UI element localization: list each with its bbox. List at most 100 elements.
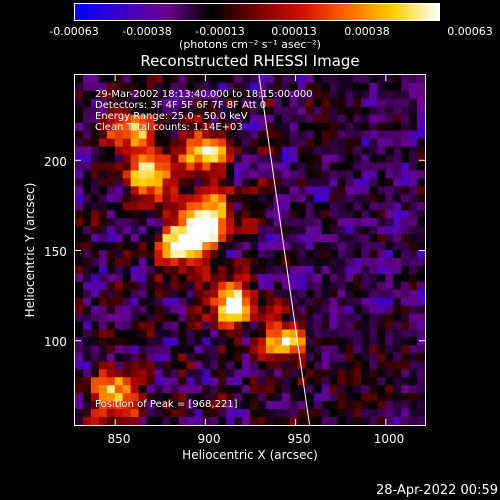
heatmap-cell bbox=[226, 250, 235, 259]
heatmap-cell bbox=[305, 250, 314, 259]
heatmap-cell bbox=[75, 210, 84, 219]
heatmap-cell bbox=[329, 337, 338, 346]
heatmap-cell bbox=[114, 90, 124, 100]
heatmap-cell bbox=[353, 114, 362, 124]
heatmap-cell bbox=[210, 417, 219, 425]
heatmap-cell bbox=[321, 417, 330, 425]
heatmap-cell bbox=[202, 345, 211, 354]
heatmap-cell bbox=[154, 106, 163, 116]
heatmap-cell bbox=[186, 369, 195, 378]
heatmap-cell bbox=[122, 281, 131, 291]
heatmap-cell bbox=[75, 305, 84, 314]
heatmap-cell bbox=[154, 257, 163, 267]
heatmap-cell bbox=[114, 281, 124, 291]
heatmap-cell bbox=[321, 377, 330, 386]
heatmap-cell bbox=[146, 337, 155, 346]
heatmap-cell bbox=[170, 297, 179, 306]
heatmap-cell bbox=[226, 106, 235, 116]
heatmap-cell bbox=[345, 202, 354, 211]
heatmap-cell bbox=[337, 114, 346, 124]
heatmap-cell bbox=[393, 122, 402, 131]
heatmap-cell bbox=[162, 337, 171, 346]
heatmap-cell bbox=[409, 401, 418, 410]
heatmap-cell bbox=[210, 281, 219, 291]
heatmap-cell bbox=[202, 297, 211, 306]
heatmap-cell bbox=[409, 385, 418, 394]
heatmap-cell bbox=[409, 75, 418, 84]
heatmap-cell bbox=[361, 305, 370, 314]
heatmap-cell bbox=[106, 234, 116, 243]
heatmap-cell bbox=[234, 170, 243, 179]
heatmap-cell bbox=[281, 210, 291, 219]
heatmap-cell bbox=[162, 281, 171, 291]
heatmap-cell bbox=[218, 194, 227, 203]
heatmap-cell bbox=[226, 297, 235, 306]
heatmap-cell bbox=[289, 170, 299, 179]
heatmap-cell bbox=[353, 337, 362, 346]
heatmap-cell bbox=[305, 265, 314, 275]
heatmap-cell bbox=[154, 75, 163, 84]
heatmap-cell bbox=[281, 401, 291, 410]
heatmap-cell bbox=[138, 162, 147, 171]
heatmap-cell bbox=[234, 289, 243, 299]
heatmap-cell bbox=[138, 146, 147, 155]
heatmap-cell bbox=[369, 186, 378, 195]
heatmap-cell bbox=[337, 170, 346, 179]
heatmap-cell bbox=[265, 90, 275, 100]
heatmap-cell bbox=[186, 345, 195, 354]
heatmap-cell bbox=[194, 297, 203, 306]
heatmap-cell bbox=[409, 122, 418, 131]
heatmap-cell bbox=[250, 178, 259, 187]
heatmap-cell bbox=[369, 114, 378, 124]
heatmap-cell bbox=[130, 305, 139, 314]
heatmap-cell bbox=[257, 353, 267, 362]
heatmap-cell bbox=[90, 106, 100, 116]
heatmap-cell bbox=[281, 202, 291, 211]
heatmap-cell bbox=[154, 154, 163, 163]
heatmap-cell bbox=[257, 385, 267, 394]
heatmap-cell bbox=[234, 138, 243, 147]
heatmap-cell bbox=[401, 369, 410, 378]
heatmap-cell bbox=[369, 194, 378, 203]
heatmap-cell bbox=[130, 401, 139, 410]
detectors-label: Detectors: 3F 4F 5F 6F 7F 8F Att 0 bbox=[95, 100, 267, 111]
heatmap-cell bbox=[289, 234, 299, 243]
heatmap-cell bbox=[417, 417, 425, 425]
heatmap-cell bbox=[194, 146, 203, 155]
heatmap-cell bbox=[337, 210, 346, 219]
heatmap-cell bbox=[273, 273, 283, 283]
heatmap-cell bbox=[361, 226, 370, 235]
heatmap-cell bbox=[417, 337, 425, 346]
heatmap-cell bbox=[329, 257, 338, 267]
heatmap-cell bbox=[82, 162, 92, 171]
heatmap-cell bbox=[289, 130, 299, 139]
heatmap-cell bbox=[361, 409, 370, 418]
heatmap-cell bbox=[162, 361, 171, 370]
heatmap-cell bbox=[353, 242, 362, 251]
heatmap-cell bbox=[218, 345, 227, 354]
heatmap-cell bbox=[218, 313, 227, 322]
heatmap-cell bbox=[82, 250, 92, 259]
heatmap-cell bbox=[305, 90, 314, 100]
heatmap-cell bbox=[122, 210, 131, 219]
heatmap-cell bbox=[75, 313, 84, 322]
heatmap-cell bbox=[401, 345, 410, 354]
heatmap-cell bbox=[122, 90, 131, 100]
heatmap-cell bbox=[146, 146, 155, 155]
heatmap-cell bbox=[281, 377, 291, 386]
heatmap-cell bbox=[162, 417, 171, 425]
heatmap-cell bbox=[401, 234, 410, 243]
heatmap-cell bbox=[250, 265, 259, 275]
heatmap-cell bbox=[313, 337, 322, 346]
heatmap-cell bbox=[353, 170, 362, 179]
heatmap-cell bbox=[226, 122, 235, 131]
heatmap-cell bbox=[417, 321, 425, 330]
heatmap-cell bbox=[114, 250, 124, 259]
heatmap-cell bbox=[353, 321, 362, 330]
heatmap-cell bbox=[186, 289, 195, 299]
heatmap-cell bbox=[82, 337, 92, 346]
heatmap-cell bbox=[250, 210, 259, 219]
heatmap-cell bbox=[313, 90, 322, 100]
heatmap-cell bbox=[345, 257, 354, 267]
heatmap-cell bbox=[154, 226, 163, 235]
